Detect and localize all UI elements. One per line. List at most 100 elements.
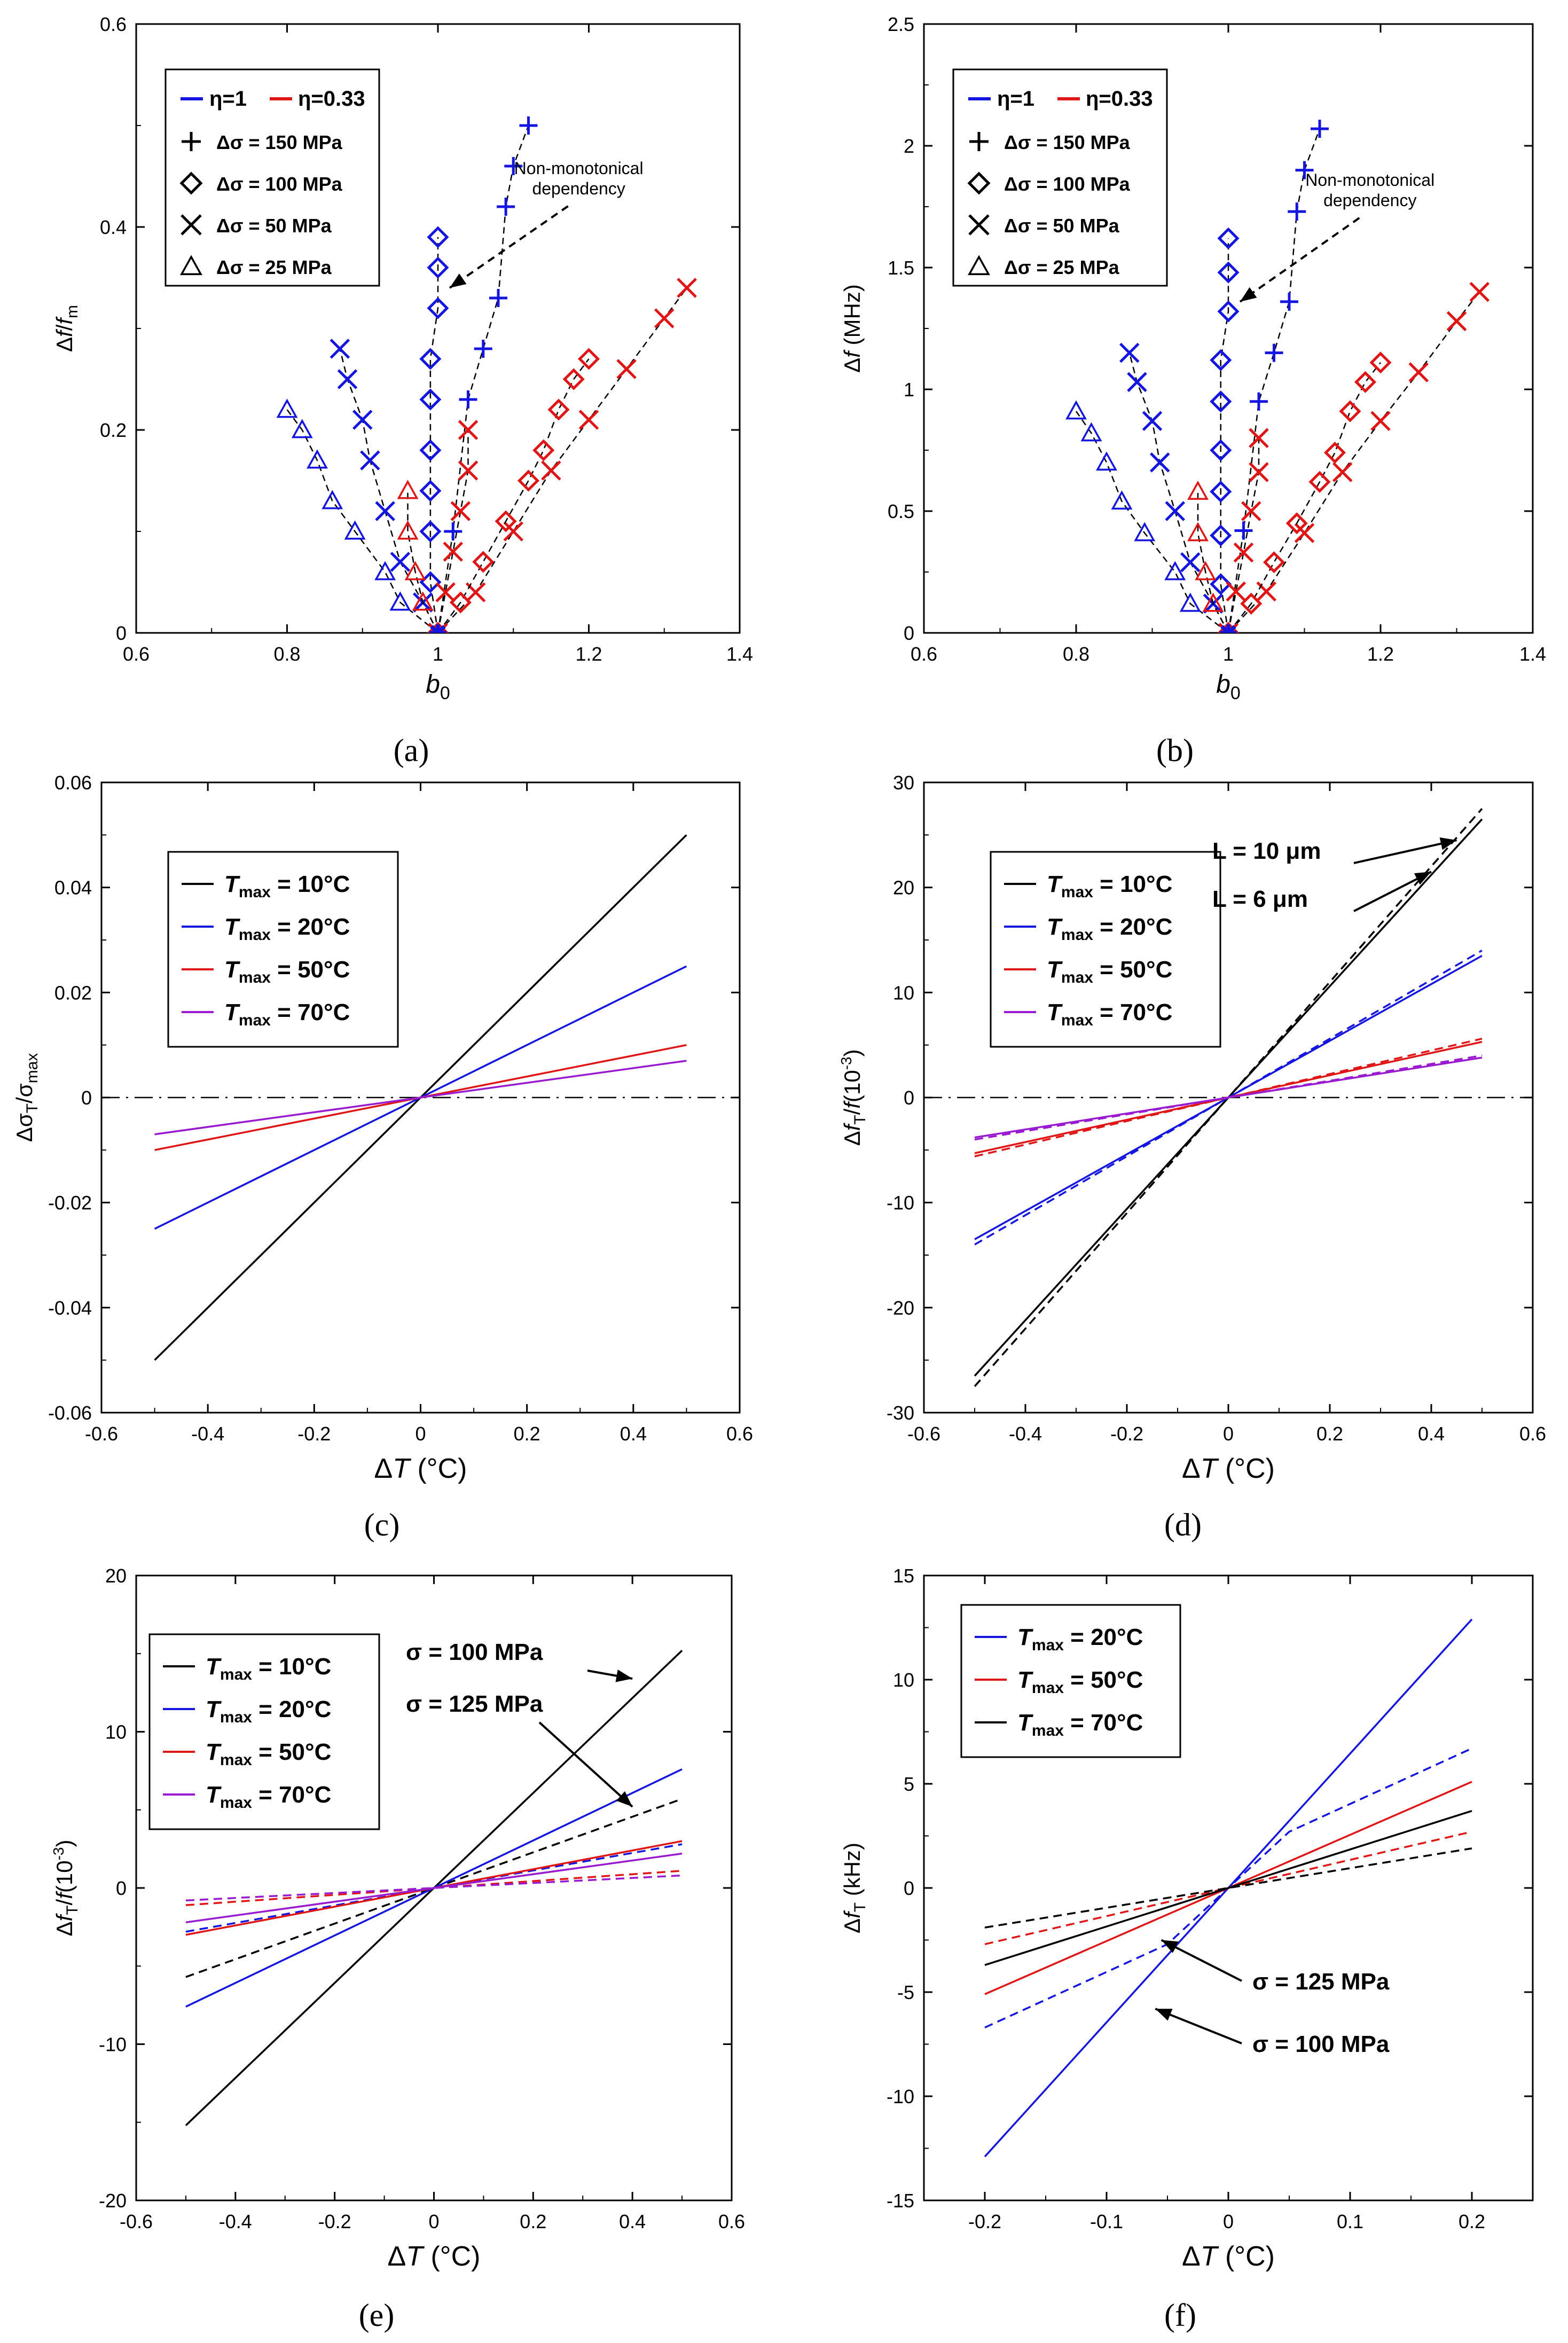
marker-triangle [1187,522,1209,542]
x-tick-label: 0.4 [1418,1423,1445,1445]
legend-label: η=1 [209,87,247,111]
marker-plus [1280,292,1298,311]
legend-label: Tmax = 50°C [224,957,350,986]
legend-label: Δσ = 100 MPa [216,173,343,195]
y-tick-label: -20 [99,2190,127,2212]
y-tick-label: 5 [904,1773,914,1795]
y-tick-label: 30 [893,772,914,794]
marker-diamond [427,226,449,248]
marker-cross [1249,462,1269,482]
marker-cross [1127,372,1147,393]
marker-plus [474,340,492,358]
series-line [974,808,1483,1387]
x-axis-label: ΔT (°C) [374,1453,467,1484]
y-axis-label: Δf/fm [52,305,81,352]
legend-label: Δσ = 25 MPa [1004,256,1120,278]
marker-plus [497,198,515,216]
marker-triangle [397,480,419,499]
marker-plus [489,289,507,307]
series [429,116,538,633]
panel-label: (e) [359,2298,395,2333]
marker-cross [541,460,561,481]
chart-panel-d: -0.6 -0.4 -0.2 0 0.2 0.4 0.6 -30 -20 -10 0 10 20 30 ΔT… [838,772,1546,1542]
marker-triangle [1065,400,1087,420]
series [185,1798,683,1978]
marker-triangle [389,591,411,611]
marker-diamond [472,551,495,573]
marker-cross [578,410,599,430]
series-line [1220,238,1229,633]
series [1218,281,1490,633]
x-tick-label: 0.2 [1459,2211,1485,2232]
chart-panel-c: -0.6 -0.4 -0.2 0 0.2 0.4 0.6 -0.06 -0.04 -0.02 0 0.… [12,772,753,1542]
series-line [185,1798,683,1978]
marker-diamond [1210,349,1232,371]
y-axis-label: Δf (MHz) [840,284,865,373]
y-tick-label: 0.5 [888,500,914,522]
marker-diamond [1210,439,1232,461]
x-axis-label: ΔT (°C) [1182,1453,1275,1484]
annotation-arrow-head [616,1791,633,1807]
marker-cross [435,582,456,602]
x-axis-label: ΔT (°C) [1182,2241,1275,2272]
series-line [1227,438,1260,633]
x-tick-label: 0.6 [726,1423,753,1445]
x-tick-label: -0.6 [85,1423,118,1445]
marker-diamond [1210,480,1232,503]
legend-label: Tmax = 50°C [1017,1667,1143,1697]
y-axis-label: ΔfT (kHz) [840,1843,869,1933]
marker-diamond [967,171,991,195]
marker-cross [1119,342,1140,363]
marker-diamond [495,510,517,532]
marker-diamond [1210,390,1232,413]
y-tick-label: -20 [887,1297,914,1319]
y-tick-label: 0 [116,1877,127,1899]
y-tick-label: 0.6 [100,13,127,35]
chart-panel-b: 0.6 0.8 1 1.2 1.4 0 0.5 1 1.5 2 2.5 b0 Δf (MHz) (b) η=… [840,13,1546,768]
annotation-text: Non-monotonical [1305,170,1434,190]
legend-label: Tmax = 70°C [1047,999,1172,1029]
series [427,348,600,633]
marker-plus [1250,392,1268,411]
marker-triangle [412,591,434,611]
series-line [984,1810,1472,1966]
y-tick-label: -0.02 [48,1192,92,1214]
annotation-arrow-line [449,205,569,289]
plot-area [276,116,697,633]
series-line [1075,411,1229,633]
legend-label: Δσ = 150 MPa [216,131,343,153]
series-line [185,1852,683,1924]
marker-diamond [427,256,449,279]
series [1219,120,1329,633]
marker-diamond [1217,227,1240,249]
legend: Tmax = 10°C Tmax = 20°C Tmax = 50°C Tmax = … [990,851,1221,1048]
annotation-arrow-line [1353,839,1457,864]
series-line [429,237,439,633]
marker-diamond [1210,524,1232,547]
marker-plus [1288,202,1306,221]
y-axis-label-text: ΔfT/f(10-3) [50,1839,81,1936]
series [428,278,697,633]
marker-plus [1234,521,1253,540]
x-tick-label: 1 [1223,643,1234,665]
x-tick-label: 1.4 [726,643,753,665]
x-tick-label: 0 [1223,1423,1234,1445]
series [1210,227,1240,633]
y-tick-label: 0 [904,622,914,644]
y-tick-label: 0 [904,1087,914,1109]
marker-triangle [291,419,313,438]
marker-cross [1249,428,1269,448]
legend-label: η=0.33 [298,87,365,111]
y-tick-label: -5 [897,1981,914,2003]
marker-cross [677,278,697,298]
marker-triangle [1164,561,1186,581]
series-line [407,491,439,633]
y-tick-label: 15 [893,1565,914,1587]
y-tick-label: 0.04 [54,877,92,899]
series [419,226,449,633]
annotation-text: L = 10 μm [1212,838,1321,864]
marker-plus [519,116,538,135]
x-tick-label: 0 [415,1423,426,1445]
marker-cross [1256,581,1277,602]
